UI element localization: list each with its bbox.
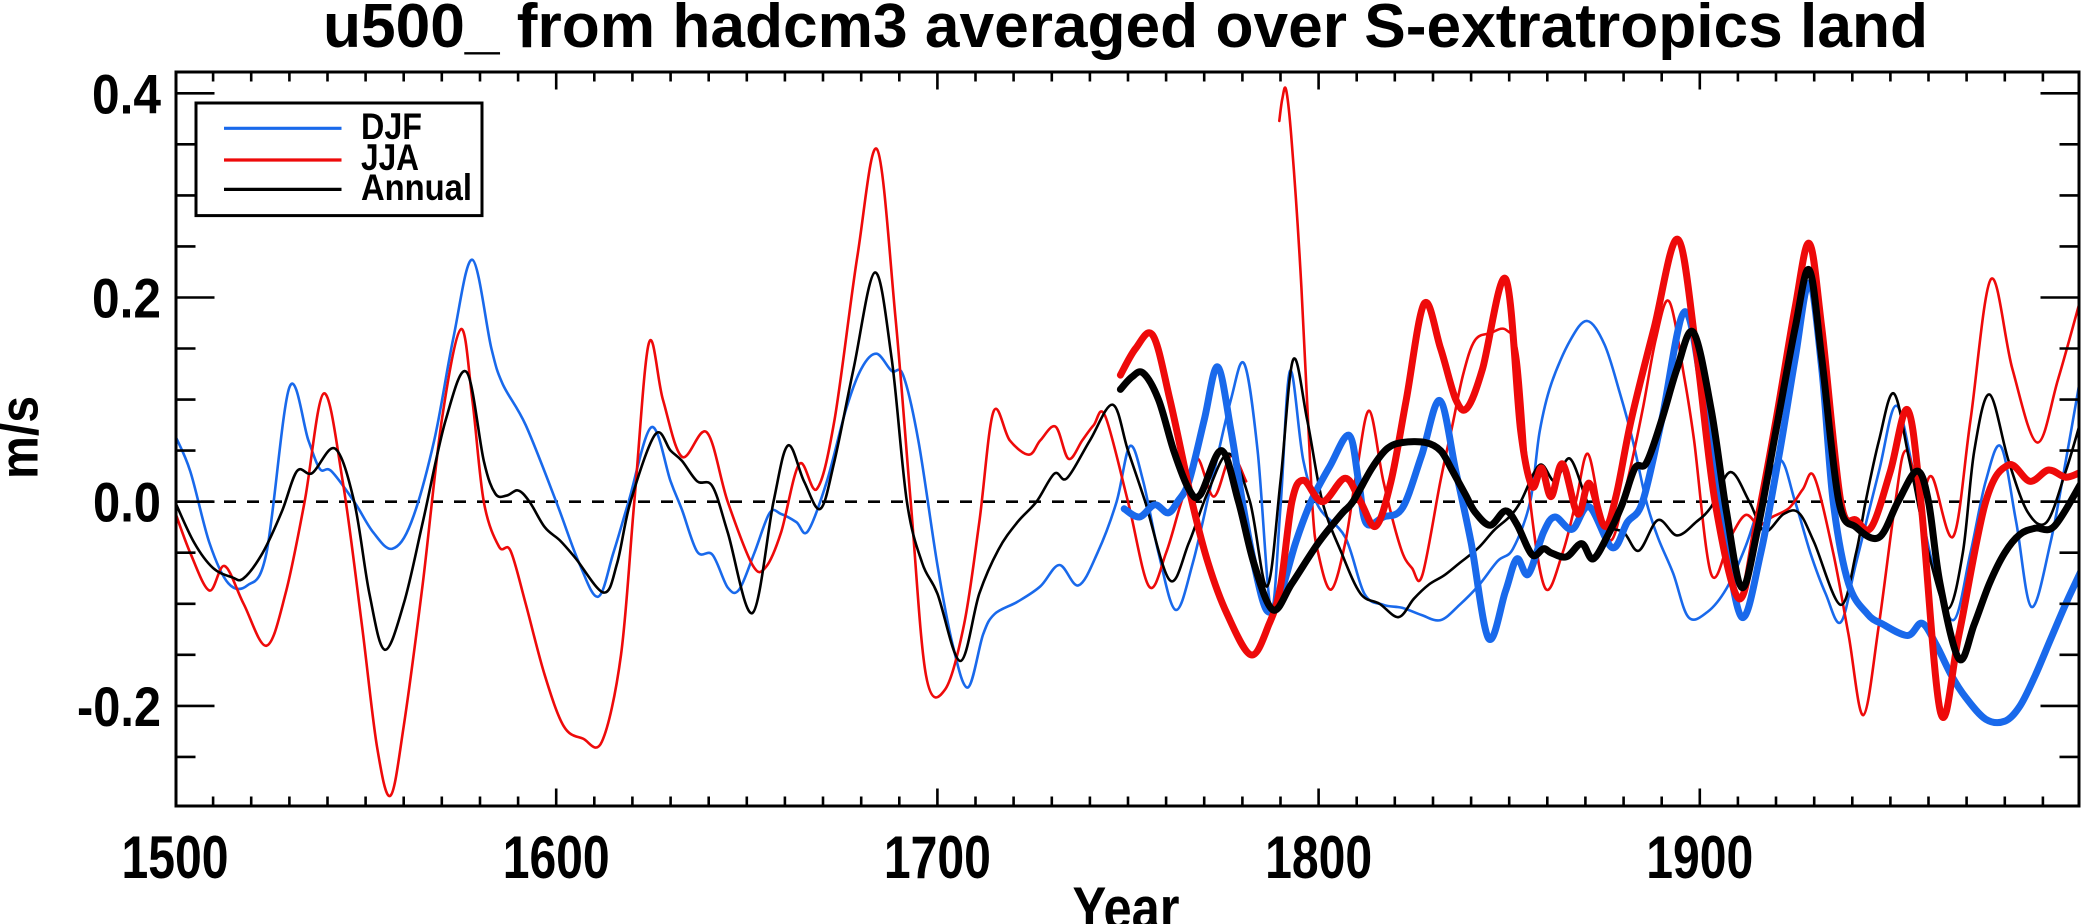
svg-text:1700: 1700 [884, 824, 991, 891]
svg-text:0.0: 0.0 [93, 471, 161, 534]
svg-text:Annual: Annual [361, 166, 472, 208]
svg-text:u500_ from hadcm3 averaged ove: u500_ from hadcm3 averaged over S-extrat… [323, 0, 1928, 61]
svg-text:0.2: 0.2 [92, 267, 161, 330]
svg-text:-0.2: -0.2 [77, 675, 161, 738]
svg-text:JJA: JJA [361, 136, 419, 178]
svg-text:DJF: DJF [361, 105, 422, 147]
svg-text:1800: 1800 [1265, 824, 1372, 891]
svg-text:Year: Year [1073, 875, 1180, 924]
svg-text:1600: 1600 [503, 824, 610, 891]
svg-text:0.4: 0.4 [92, 62, 161, 125]
svg-text:1900: 1900 [1646, 824, 1753, 891]
svg-text:m/s: m/s [0, 396, 50, 479]
svg-text:1500: 1500 [122, 824, 229, 891]
